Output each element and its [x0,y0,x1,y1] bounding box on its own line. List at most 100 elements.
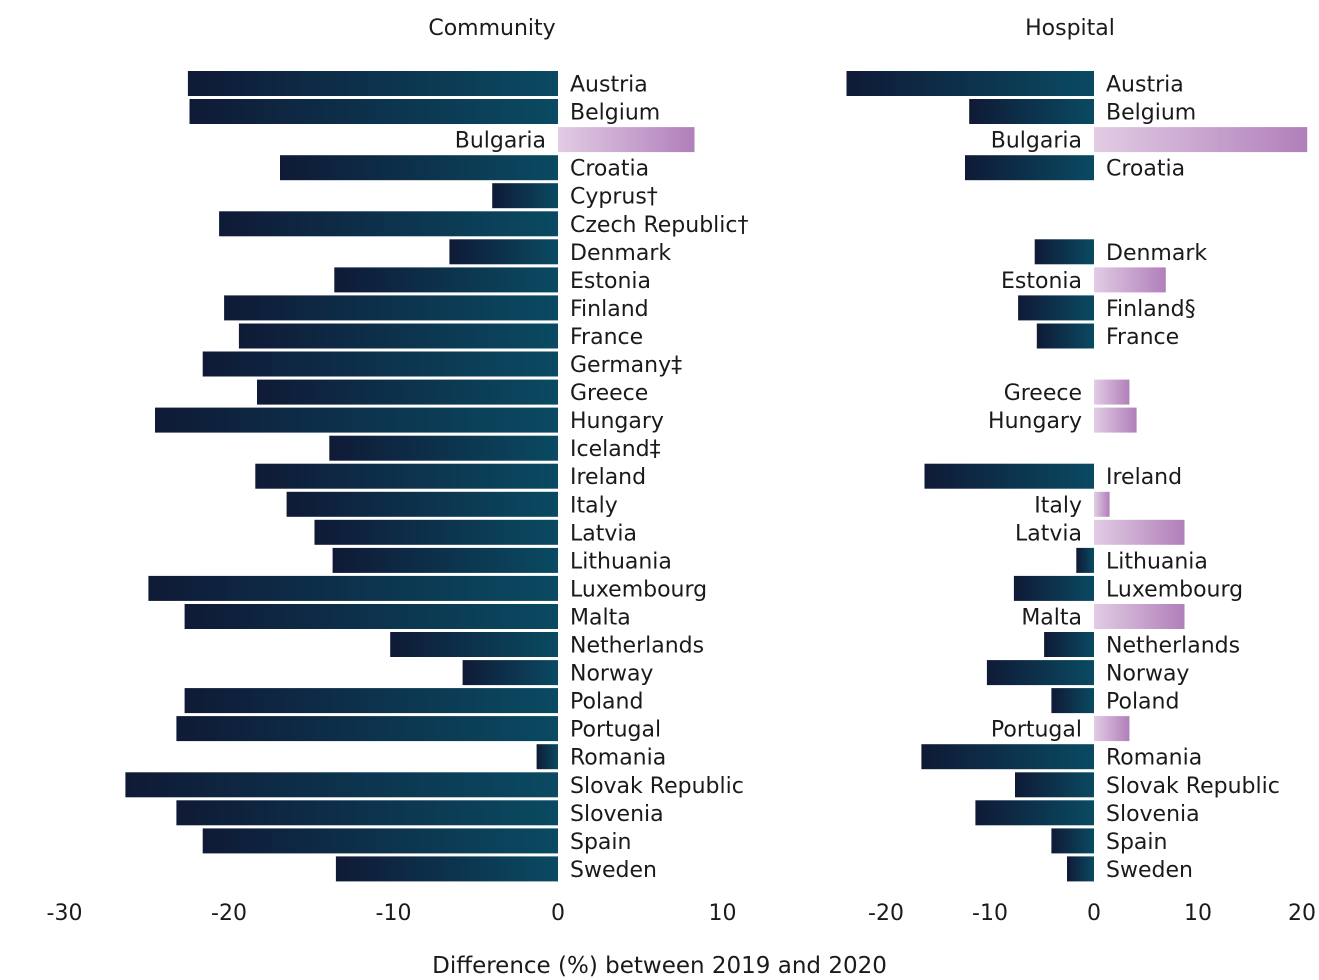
community-category-label-netherlands: Netherlands [570,634,704,659]
community-bar-romania [536,744,558,770]
community-category-label-czech-republic: Czech Republic† [570,213,749,238]
community-bar-hungary [155,407,558,433]
community-bar-czech-republic [219,211,558,237]
hospital-bar-portugal [1094,716,1130,742]
community-category-label-spain: Spain [570,830,631,855]
hospital-bar-estonia [1094,267,1166,293]
hospital-category-label-croatia: Croatia [1106,157,1185,182]
community-category-label-hungary: Hungary [570,409,664,434]
hospital-category-label-slovak-republic: Slovak Republic [1106,774,1280,799]
community-category-label-belgium: Belgium [570,101,660,126]
hospital-x-tick-label: 0 [1087,901,1101,926]
community-bar-bulgaria [558,127,695,153]
hospital-bar-romania [921,744,1094,770]
community-category-label-sweden: Sweden [570,858,657,883]
community-bar-iceland [329,435,558,461]
community-category-label-denmark: Denmark [570,241,671,266]
community-category-label-slovenia: Slovenia [570,802,664,827]
hospital-bar-hungary [1094,407,1137,433]
community-bar-ireland [255,463,559,489]
hospital-category-label-portugal: Portugal [991,718,1082,743]
hospital-category-label-luxembourg: Luxembourg [1106,577,1243,602]
community-category-label-poland: Poland [570,690,643,715]
panel-title-hospital: Hospital [1025,16,1115,41]
community-bar-malta [184,604,558,629]
community-bar-belgium [189,99,558,124]
community-bar-greece [257,379,558,405]
community-bar-luxembourg [148,575,558,601]
hospital-bar-lithuania [1076,547,1094,573]
hospital-category-label-greece: Greece [1004,381,1082,406]
community-category-label-malta: Malta [570,606,631,631]
hospital-category-label-norway: Norway [1106,662,1189,687]
community-bar-croatia [280,155,558,181]
hospital-bar-greece [1094,379,1130,405]
community-bar-slovak-republic [125,772,559,798]
hospital-category-label-romania: Romania [1106,746,1202,771]
community-bar-spain [202,828,558,854]
hospital-bar-sweden [1067,856,1094,882]
hospital-bar-bulgaria [1094,127,1308,153]
community-bar-latvia [314,519,558,545]
hospital-category-label-malta: Malta [1021,606,1082,631]
hospital-category-label-france: France [1106,325,1179,350]
community-category-label-norway: Norway [570,662,653,687]
community-category-label-romania: Romania [570,746,666,771]
community-category-label-greece: Greece [570,381,648,406]
community-category-label-iceland: Iceland‡ [570,437,661,462]
community-bar-netherlands [390,632,558,657]
hospital-bar-slovak-republic [1015,772,1094,798]
community-category-label-lithuania: Lithuania [570,549,672,574]
hospital-bar-malta [1094,604,1185,629]
community-category-label-slovak-republic: Slovak Republic [570,774,744,799]
community-bar-denmark [449,239,558,265]
community-bar-germany [202,351,558,377]
x-axis-label: Difference (%) between 2019 and 2020 [432,953,887,979]
community-bar-finland [224,295,558,321]
hospital-category-label-italy: Italy [1034,493,1082,518]
hospital-bar-luxembourg [1013,575,1094,601]
hospital-category-label-finland: Finland§ [1106,297,1196,322]
hospital-category-label-bulgaria: Bulgaria [991,129,1082,154]
community-category-label-france: France [570,325,643,350]
community-bar-estonia [334,267,558,293]
hospital-category-label-latvia: Latvia [1015,521,1082,546]
hospital-bar-croatia [965,155,1094,181]
community-x-tick-label: 0 [551,901,565,926]
hospital-bar-denmark [1034,239,1094,265]
chart-plot-area: Austria Belgium Bulgaria Croatia Cyprus† Czec… [47,71,1316,926]
hospital-bar-belgium [969,99,1094,124]
hospital-bar-ireland [924,463,1094,489]
community-bar-france [238,323,558,349]
community-bar-norway [462,660,558,686]
community-bar-cyprus [492,183,558,209]
hospital-bar-spain [1051,828,1094,854]
community-category-label-estonia: Estonia [570,269,651,294]
hospital-category-label-spain: Spain [1106,830,1167,855]
community-x-tick-label: 10 [709,901,737,926]
community-category-label-italy: Italy [570,493,618,518]
hospital-bar-france [1036,323,1094,349]
hospital-category-label-lithuania: Lithuania [1106,549,1208,574]
community-bar-austria [187,71,558,96]
hospital-x-tick-label: 10 [1184,901,1212,926]
community-bar-poland [184,688,558,714]
hospital-bar-finland [1018,295,1094,321]
hospital-category-label-hungary: Hungary [988,409,1082,434]
community-x-tick-label: -30 [47,901,83,926]
community-x-tick-label: -10 [376,901,412,926]
hospital-category-label-sweden: Sweden [1106,858,1193,883]
hospital-x-tick-label: -10 [972,901,1008,926]
hospital-x-tick-label: 20 [1288,901,1316,926]
community-category-label-cyprus: Cyprus† [570,185,658,210]
panel-title-community: Community [428,16,556,41]
hospital-bar-netherlands [1044,632,1094,657]
community-bar-sweden [335,856,558,882]
community-bar-slovenia [176,800,558,826]
community-panel: Austria Belgium Bulgaria Croatia Cyprus† Czec… [47,71,749,926]
hospital-category-label-netherlands: Netherlands [1106,634,1240,659]
hospital-bar-italy [1094,491,1110,517]
hospital-category-label-estonia: Estonia [1001,269,1082,294]
hospital-bar-slovenia [975,800,1094,826]
